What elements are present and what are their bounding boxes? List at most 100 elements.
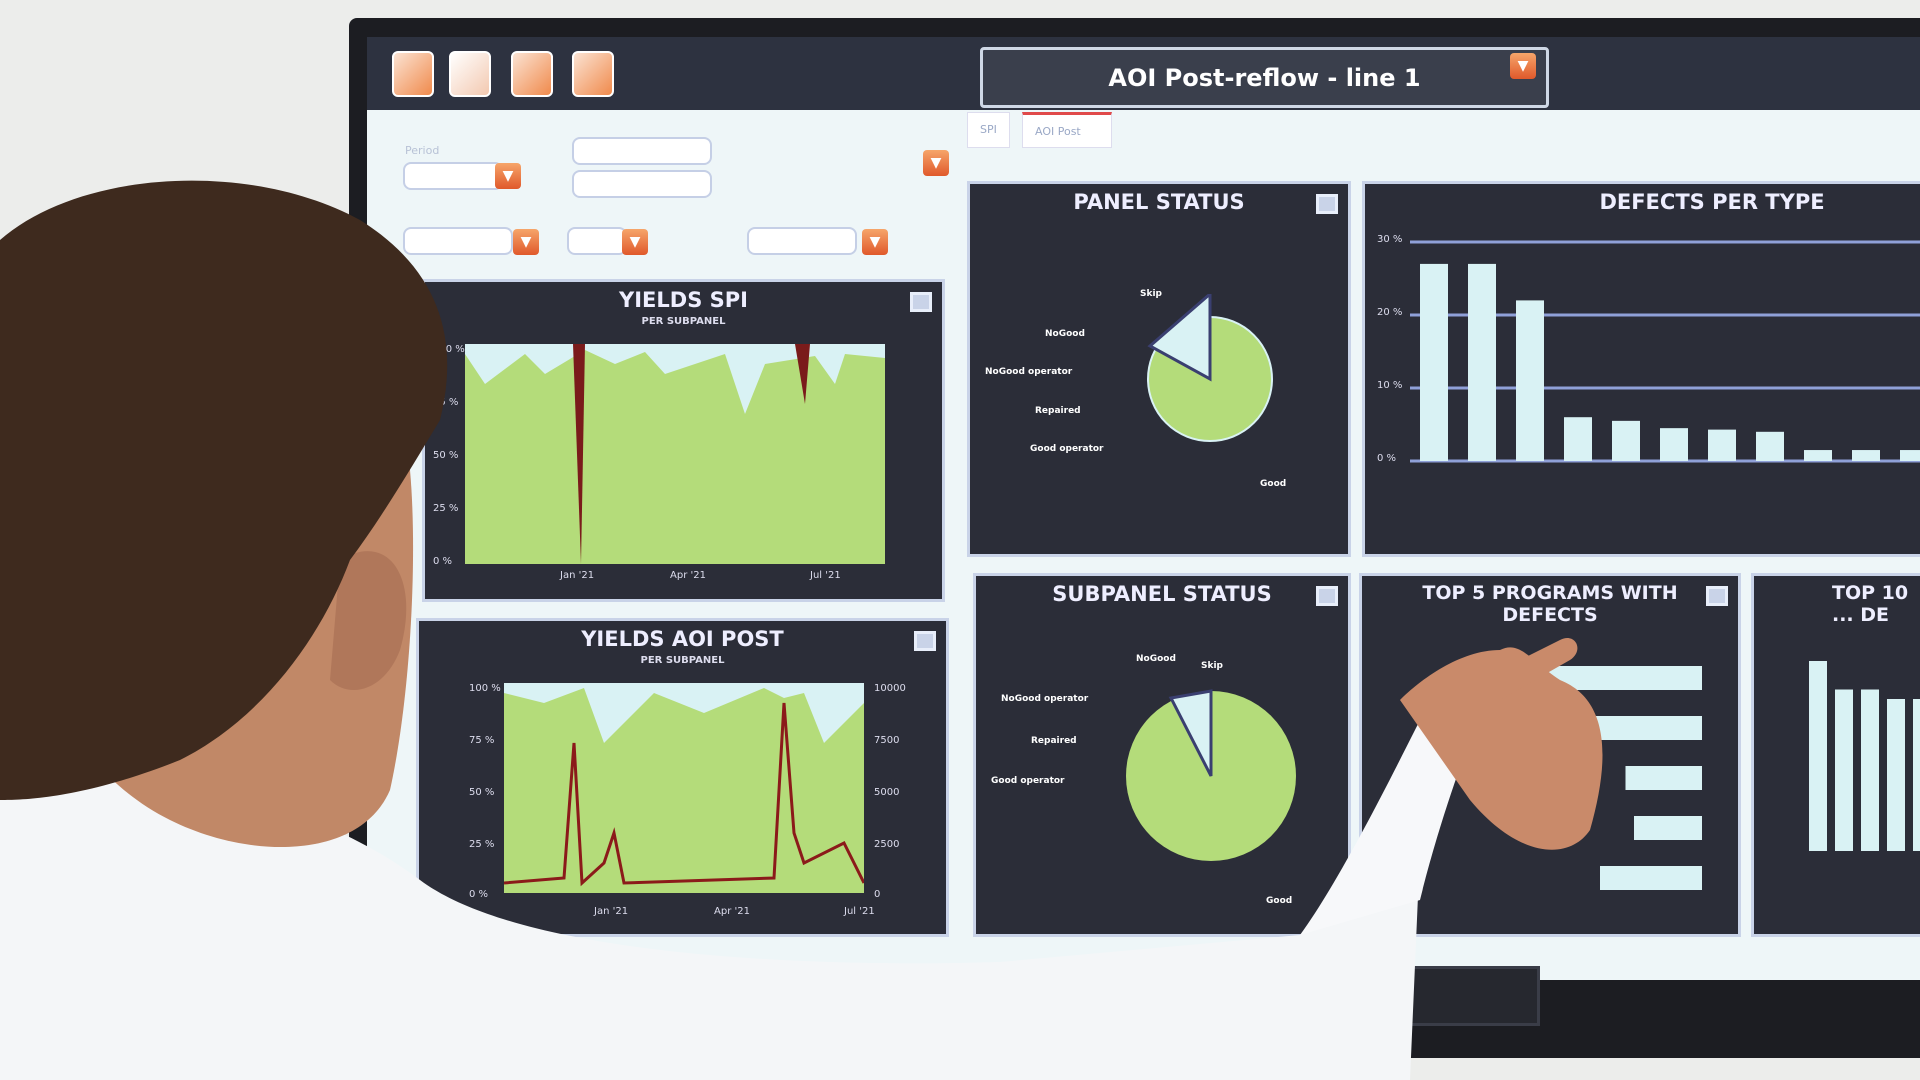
pie-label: Skip <box>1140 289 1162 299</box>
pie-label: NoGood operator <box>1001 694 1089 704</box>
pie-label: Good <box>1266 896 1293 906</box>
yields-aoi-chart <box>504 683 864 893</box>
menu-icon[interactable] <box>910 292 932 312</box>
y-tick: 0 % <box>469 889 489 900</box>
dip-area <box>573 344 585 564</box>
y-tick: 0 % <box>1377 453 1397 464</box>
defect-bar <box>1708 429 1736 461</box>
defects-per-type-panel: DEFECTS PER TYPE 30 % 20 % 10 % 0 % <box>1362 181 1920 557</box>
subpanel-status-panel: SUBPANEL STATUS Skip NoGood NoGood opera… <box>973 573 1351 937</box>
top10-bar <box>1913 699 1920 851</box>
pie-label: NoGood <box>1045 329 1085 339</box>
program-bar <box>1634 816 1702 840</box>
title-dropdown-button[interactable]: ▼ <box>1510 53 1536 79</box>
panel-title: DEFECTS PER TYPE <box>1599 190 1825 214</box>
period-select[interactable] <box>403 162 503 190</box>
chevron-down-icon[interactable]: ▼ <box>495 163 521 189</box>
defect-line <box>504 702 864 887</box>
panel-title: YIELDS SPI <box>619 288 748 312</box>
menu-icon[interactable] <box>1316 194 1338 214</box>
dip-area <box>795 344 810 404</box>
pie-label: Skip <box>1201 661 1223 671</box>
tab-spi[interactable]: SPI <box>967 112 1010 148</box>
y-tick: 100 % <box>469 683 501 694</box>
app-icon[interactable] <box>511 51 553 97</box>
x-tick: Apr '21 <box>714 906 750 917</box>
program-dropdown-button[interactable]: ▼ <box>923 150 949 176</box>
period-label: Period <box>405 144 440 157</box>
panel-status-pie <box>1147 294 1273 442</box>
chevron-down-icon[interactable]: ▼ <box>862 229 888 255</box>
ear <box>330 551 407 690</box>
panel-title: YIELDS AOI POST <box>581 627 784 651</box>
top10-bar <box>1835 689 1853 851</box>
defect-bar <box>1468 263 1496 461</box>
defect-bar <box>1516 300 1544 461</box>
app-icon[interactable] <box>392 51 434 97</box>
white-shirt <box>0 782 1420 1080</box>
y2-tick: 2500 <box>874 839 900 850</box>
menu-icon[interactable] <box>1706 586 1728 606</box>
yields-aoi-panel: YIELDS AOI POST PER SUBPANEL 100 % 75 % … <box>416 618 949 937</box>
pie-label: NoGood <box>1136 654 1176 664</box>
y2-tick: 0 <box>874 889 881 900</box>
y-tick: 10 % <box>1377 380 1403 391</box>
tab-aoi-post[interactable]: AOI Post <box>1022 112 1112 148</box>
start-date-field[interactable] <box>572 137 712 165</box>
y-tick: 20 % <box>1377 307 1403 318</box>
defect-status-a-select[interactable] <box>747 227 857 255</box>
y-tick: 50 % <box>469 787 495 798</box>
y2-tick: 5000 <box>874 787 900 798</box>
yield-area <box>465 344 885 564</box>
top-toolbar: AOI Post-reflow - line 1 ▼ <box>367 37 1920 110</box>
app-icon[interactable] <box>449 51 491 97</box>
top10-bar-chart <box>1809 661 1920 851</box>
subpanel-status-pie <box>1126 689 1296 861</box>
pie-label: Good operator <box>1030 444 1104 454</box>
menu-icon[interactable] <box>914 631 936 651</box>
x-tick: Jan '21 <box>560 570 595 581</box>
defect-bar <box>1660 428 1688 461</box>
pie-label: NoGood operator <box>985 367 1073 377</box>
yields-spi-panel: YIELDS SPI PER SUBPANEL 100 % 75 % 50 % … <box>422 279 945 602</box>
top10-bar <box>1887 699 1905 851</box>
app-icon[interactable] <box>572 51 614 97</box>
defect-bar <box>1420 263 1448 461</box>
dashboard-screen: AOI Post-reflow - line 1 ▼ Period ▼ ▼ ▼ … <box>367 37 1920 980</box>
other-area <box>504 683 864 743</box>
x-tick: Jul '21 <box>810 570 841 581</box>
yields-spi-chart <box>465 344 885 564</box>
panel-title: PANEL STATUS <box>1073 190 1245 214</box>
pie-label: Good <box>1260 479 1287 489</box>
x-tick: Jul '21 <box>844 906 875 917</box>
y-tick: 75 % <box>469 735 495 746</box>
defect-type-select[interactable] <box>567 227 627 255</box>
y-tick: 0 % <box>433 556 453 567</box>
dashboard-title: AOI Post-reflow - line 1 <box>980 47 1549 108</box>
defect-bar <box>1804 450 1832 461</box>
panel-title: SUBPANEL STATUS <box>1052 582 1272 606</box>
defect-bar <box>1852 450 1880 461</box>
chevron-down-icon[interactable]: ▼ <box>622 229 648 255</box>
pie-label: Repaired <box>1031 736 1077 746</box>
y2-tick: 10000 <box>874 683 906 694</box>
y2-tick: 7500 <box>874 735 900 746</box>
curly-hair <box>0 180 448 800</box>
panel-title: TOP 10 ... DE <box>1832 582 1909 626</box>
defect-bar <box>1900 450 1920 461</box>
y-tick: 75 % <box>433 397 459 408</box>
defect-status-select[interactable] <box>403 227 513 255</box>
y-tick: 100 % <box>433 344 465 355</box>
defect-bar <box>1612 420 1640 461</box>
chevron-down-icon[interactable]: ▼ <box>513 229 539 255</box>
pie-label: Repaired <box>1035 406 1081 416</box>
y-tick: 25 % <box>433 503 459 514</box>
panel-subtitle: PER SUBPANEL <box>641 316 726 327</box>
menu-icon[interactable] <box>1316 586 1338 606</box>
program-bar <box>1600 866 1702 890</box>
sleeve <box>1300 700 1470 935</box>
end-date-field[interactable] <box>572 170 712 198</box>
defect-bar <box>1756 431 1784 461</box>
pie-slice-good-operator <box>1168 689 1213 777</box>
